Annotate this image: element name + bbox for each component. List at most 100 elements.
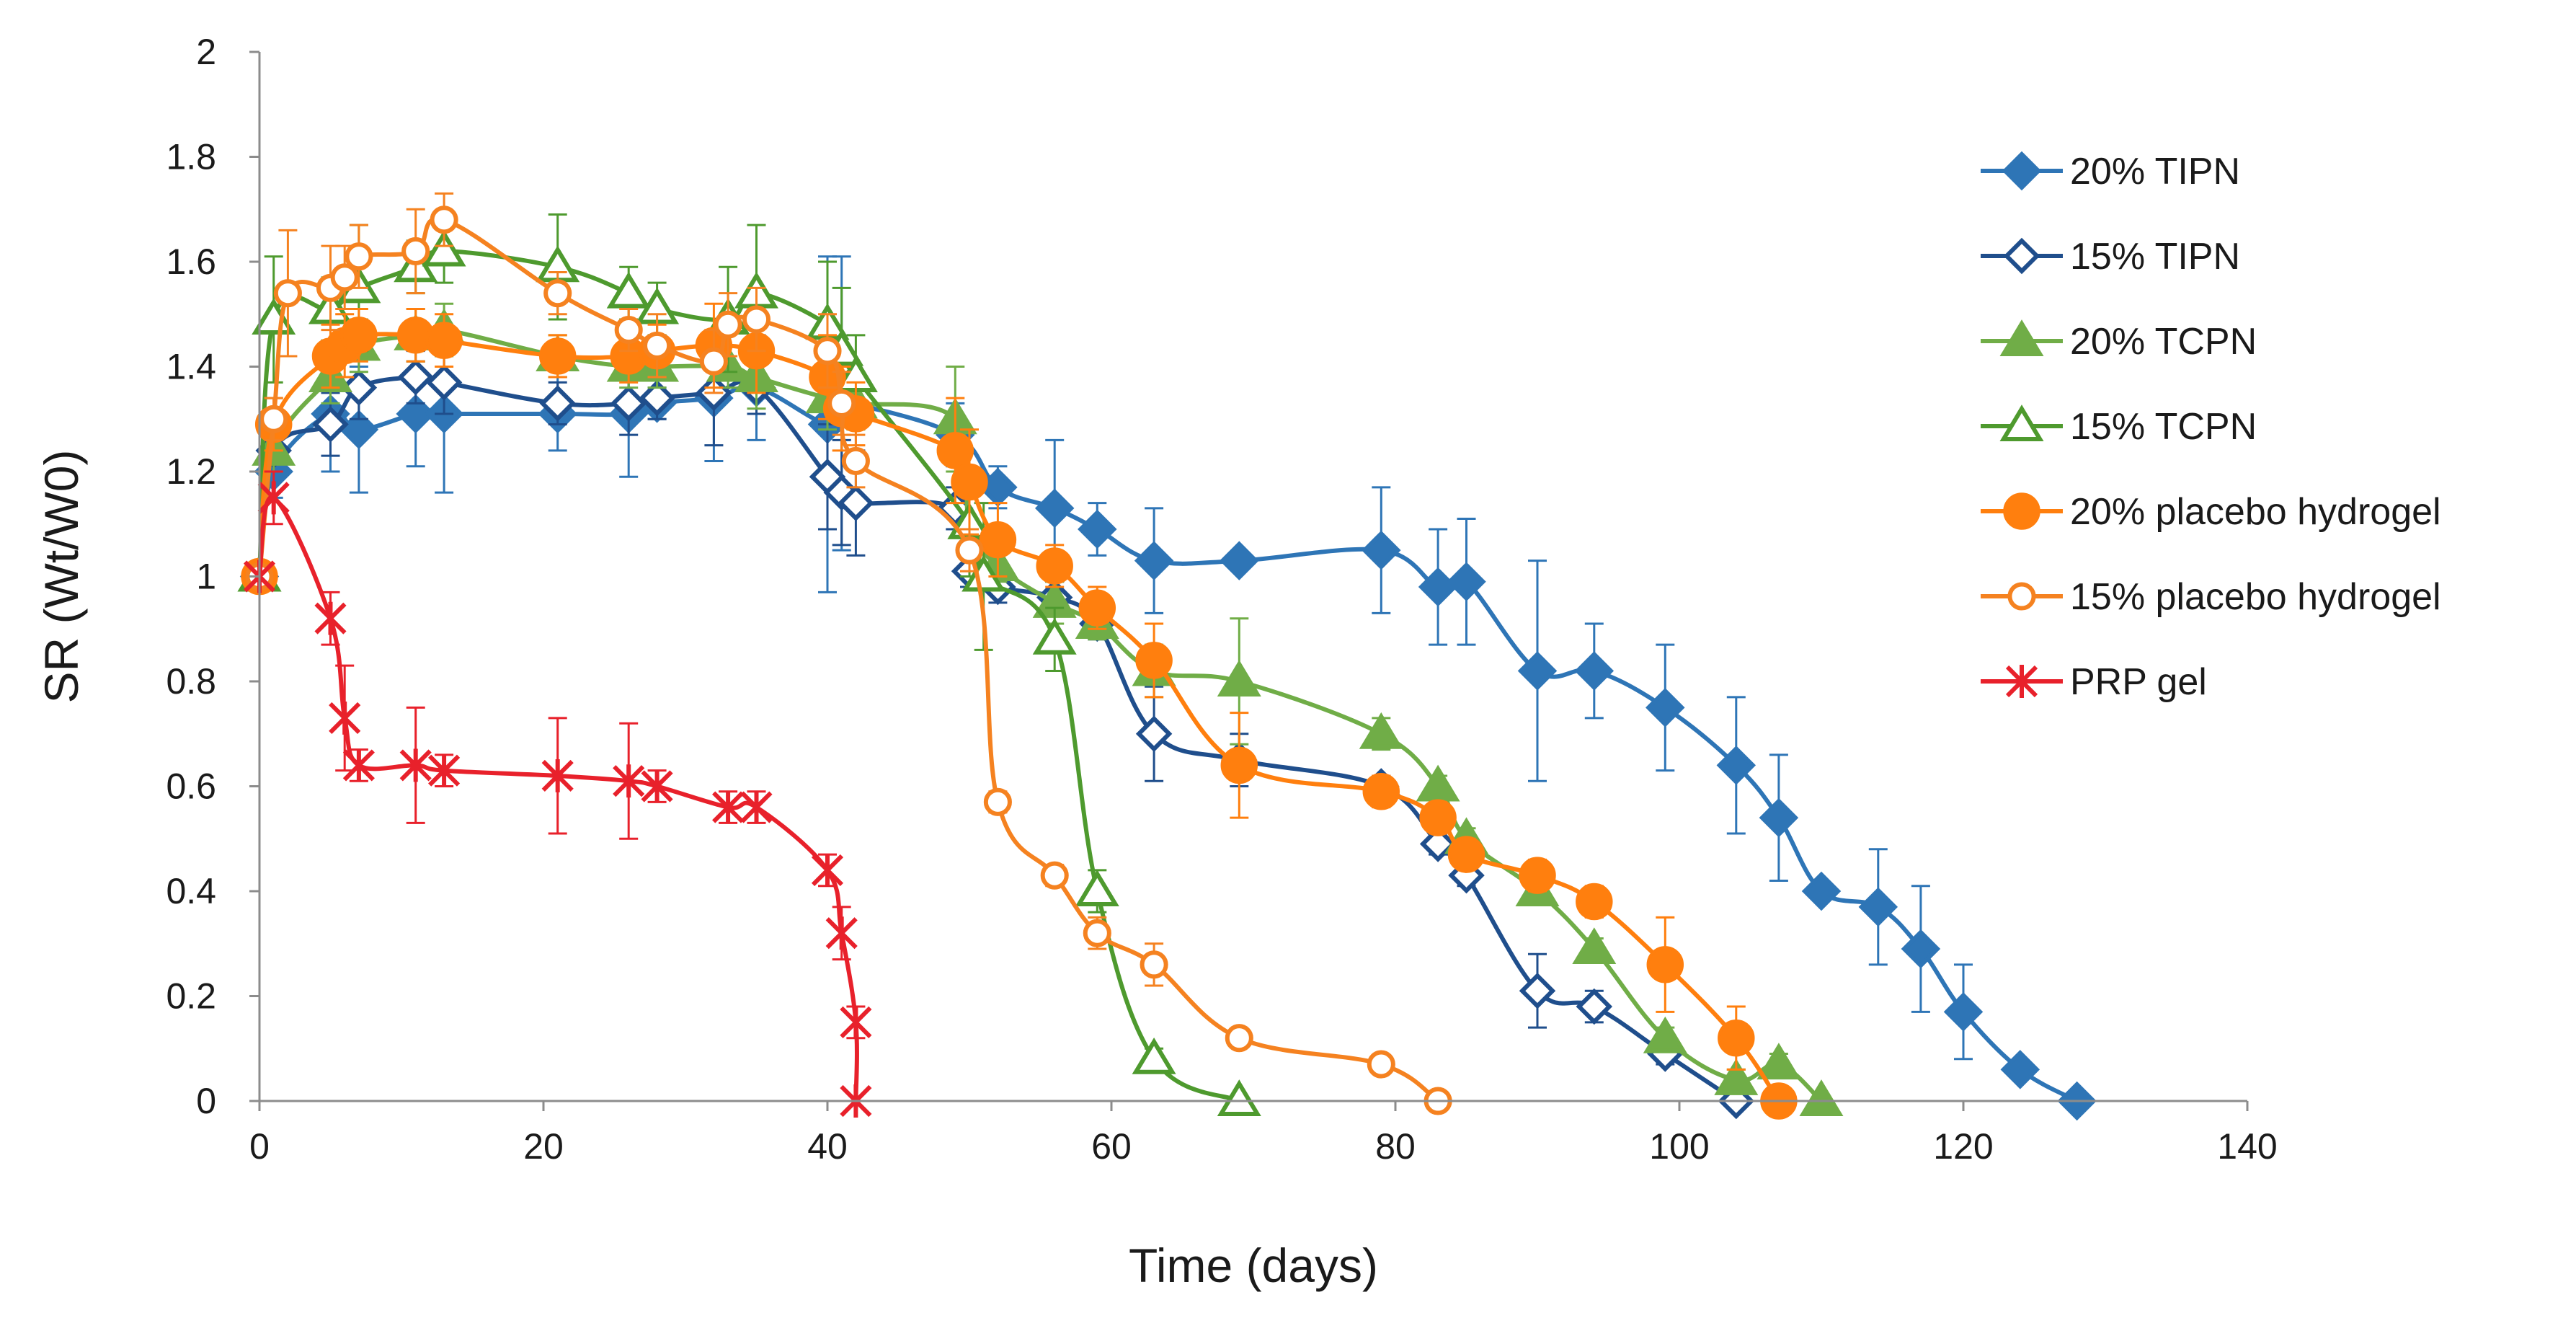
data-point [1217, 660, 1261, 697]
data-point [1083, 919, 1111, 947]
legend-label: 15% TCPN [2070, 406, 2257, 448]
data-point [610, 385, 647, 422]
data-point [983, 787, 1012, 816]
series-prp-gel [243, 470, 872, 1118]
data-point [1714, 1058, 1759, 1095]
data-point [979, 521, 1017, 559]
data-point [1799, 1079, 1844, 1116]
data-point [314, 601, 347, 635]
data-point [740, 790, 773, 824]
data-point [841, 446, 870, 476]
data-point [641, 769, 673, 803]
data-point [1419, 799, 1457, 836]
data-point [259, 404, 288, 433]
y-tick-label: 0.4 [166, 871, 216, 911]
legend-item-15pct-tcpn: 15% TCPN [1981, 404, 2257, 448]
data-point [606, 271, 651, 309]
data-point [1135, 715, 1173, 752]
x-axis-title: Time (days) [1129, 1239, 1378, 1292]
legend-marker [2007, 582, 2036, 611]
data-point [1576, 883, 1613, 921]
x-tick-label: 20 [523, 1126, 564, 1167]
series-line [257, 384, 2079, 1103]
data-point [639, 379, 675, 417]
legend-item-15pct-tipn: 15% TIPN [1981, 236, 2240, 278]
data-point [1801, 871, 1842, 911]
data-point [430, 205, 458, 234]
legend-marker [2003, 237, 2040, 275]
data-point [422, 229, 466, 267]
x-tick-label: 100 [1649, 1126, 1709, 1167]
data-point [1032, 617, 1077, 655]
x-tick-label: 60 [1091, 1126, 1132, 1167]
data-point [1517, 651, 1558, 691]
x-tick-label: 140 [2217, 1126, 2277, 1167]
series-20pct-tcpn [237, 302, 1844, 1116]
y-tick-label: 1.6 [166, 242, 216, 282]
data-point [541, 759, 574, 792]
legend-marker [1999, 404, 2044, 441]
data-point [401, 236, 430, 266]
data-point [811, 853, 844, 887]
x-tick-label: 40 [807, 1126, 848, 1167]
data-point [643, 331, 672, 360]
data-point [1447, 562, 1486, 602]
y-tick-label: 2 [196, 32, 216, 72]
y-tick-label: 1.8 [166, 137, 216, 177]
data-point [1718, 1019, 1755, 1057]
data-point [1646, 946, 1684, 983]
data-point [614, 316, 643, 345]
data-point [425, 364, 463, 401]
data-point [1716, 746, 1756, 785]
data-point [1572, 927, 1617, 965]
data-point [1225, 1024, 1253, 1053]
data-point [1759, 797, 1799, 838]
legend-item-20pct-tcpn: 20% TCPN [1981, 319, 2257, 363]
data-point [1134, 541, 1174, 580]
data-point [1135, 642, 1173, 679]
series-20pct-placebo-hydrogel [241, 302, 1798, 1120]
y-axis-title: SR (Wt/W0) [35, 450, 88, 704]
data-point [399, 748, 432, 782]
data-point [1756, 1043, 1801, 1080]
data-point [613, 764, 645, 798]
legend-marker [2003, 492, 2040, 530]
data-point [1419, 826, 1457, 862]
legend-item-15pct-placebo-hydrogel: 15% placebo hydrogel [1981, 576, 2441, 618]
series-line [257, 332, 1781, 1102]
data-point [840, 1005, 872, 1039]
data-point [1220, 746, 1258, 784]
data-point [1140, 950, 1168, 979]
legend-label: 20% TIPN [2070, 151, 2240, 193]
data-point [1519, 972, 1556, 1009]
data-point [1574, 651, 1615, 691]
data-point [330, 263, 359, 292]
data-point [1036, 547, 1073, 585]
data-point [1132, 1037, 1176, 1074]
x-tick-label: 120 [1933, 1126, 1993, 1167]
data-point [1362, 530, 1401, 570]
data-point [1901, 929, 1941, 969]
data-point [742, 305, 771, 334]
legend-label: 20% TCPN [2070, 321, 2257, 363]
data-point [1576, 988, 1613, 1025]
y-tick-label: 1.4 [166, 347, 216, 387]
axes: 0 20 40 60 80 100 120 140 0 0.2 0.4 0.6 0.8 1 1.2 1.4 1.… [35, 32, 2278, 1292]
legend-label: 20% placebo hydrogel [2070, 491, 2441, 533]
data-point [273, 279, 302, 308]
data-point [1643, 1016, 1687, 1053]
data-point [2000, 1050, 2040, 1089]
data-point [329, 701, 361, 735]
y-tick-label: 1 [196, 557, 216, 597]
data-point [1943, 992, 1984, 1032]
data-point [543, 279, 572, 308]
series-line [257, 326, 1824, 1103]
data-point [257, 481, 290, 515]
data-point [342, 748, 375, 782]
data-point [345, 242, 373, 271]
legend-item-20pct-tipn: 20% TIPN [1981, 151, 2240, 193]
data-point [961, 554, 1006, 592]
data-point [827, 389, 856, 417]
x-tick-label: 0 [249, 1126, 270, 1167]
